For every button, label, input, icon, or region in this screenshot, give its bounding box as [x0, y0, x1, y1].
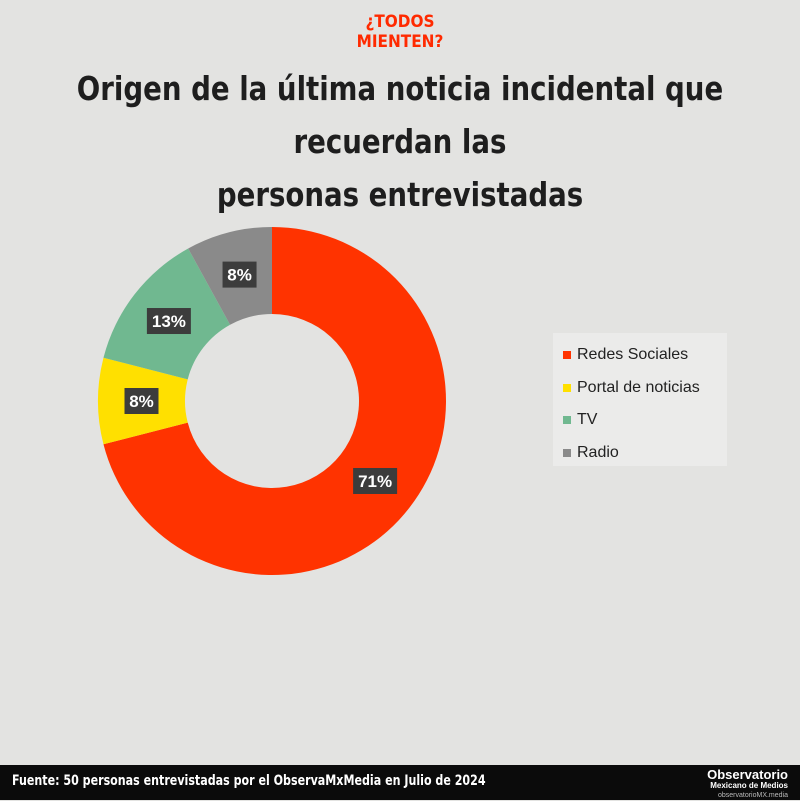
legend-item-portal-de-noticias: Portal de noticias	[563, 372, 727, 405]
chart-title: Origen de la última noticia incidental q…	[37, 62, 762, 221]
svg-text:71%: 71%	[358, 472, 392, 491]
logo-url-text: observatorioMX.media	[717, 792, 788, 799]
data-label-redes-sociales: 71%	[353, 467, 398, 494]
legend-swatch	[563, 351, 571, 360]
legend-swatch	[563, 416, 571, 425]
organization-logo: Observatorio Mexicano de Medios observat…	[707, 768, 788, 801]
brand-tag-line-2: MIENTEN?	[356, 32, 444, 52]
chart-legend: Redes Sociales Portal de noticias TV Radio	[553, 333, 727, 466]
data-label-tv: 13%	[146, 308, 191, 335]
legend-swatch	[563, 448, 571, 457]
svg-text:8%: 8%	[227, 266, 252, 285]
svg-text:13%: 13%	[152, 312, 186, 331]
legend-swatch	[563, 383, 571, 392]
footer-bar: Fuente: 50 personas entrevistadas por el…	[0, 765, 800, 800]
legend-label: Portal de noticias	[577, 378, 700, 396]
legend-item-radio: Radio	[563, 437, 727, 470]
legend-item-redes-sociales: Redes Sociales	[563, 339, 727, 372]
legend-label: TV	[577, 411, 598, 429]
source-note: Fuente: 50 personas entrevistadas por el…	[12, 773, 486, 789]
data-label-radio: 8%	[222, 261, 257, 288]
brand-tag: ¿TODOS MIENTEN?	[0, 12, 800, 52]
legend-item-tv: TV	[563, 404, 727, 437]
brand-tag-line-1: ¿TODOS	[365, 12, 435, 32]
chart-title-line-2: personas entrevistadas	[216, 175, 584, 214]
data-label-portal-de-noticias: 8%	[124, 388, 159, 414]
chart-title-line-1: Origen de la última noticia incidental q…	[76, 69, 724, 161]
legend-label: Redes Sociales	[577, 346, 689, 364]
logo-main-text: Observatorio	[707, 767, 788, 782]
logo-sub-text: Mexicano de Medios	[710, 781, 788, 790]
legend-label: Radio	[577, 443, 619, 461]
svg-text:8%: 8%	[129, 392, 154, 411]
